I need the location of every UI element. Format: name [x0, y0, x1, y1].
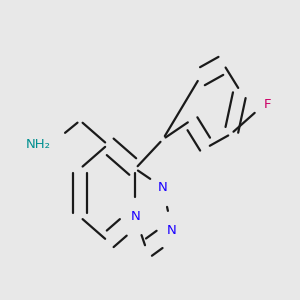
- Text: N: N: [130, 210, 140, 224]
- Text: N: N: [158, 181, 168, 194]
- Text: NH₂: NH₂: [26, 138, 51, 151]
- Text: F: F: [264, 98, 272, 111]
- Text: N: N: [167, 224, 177, 237]
